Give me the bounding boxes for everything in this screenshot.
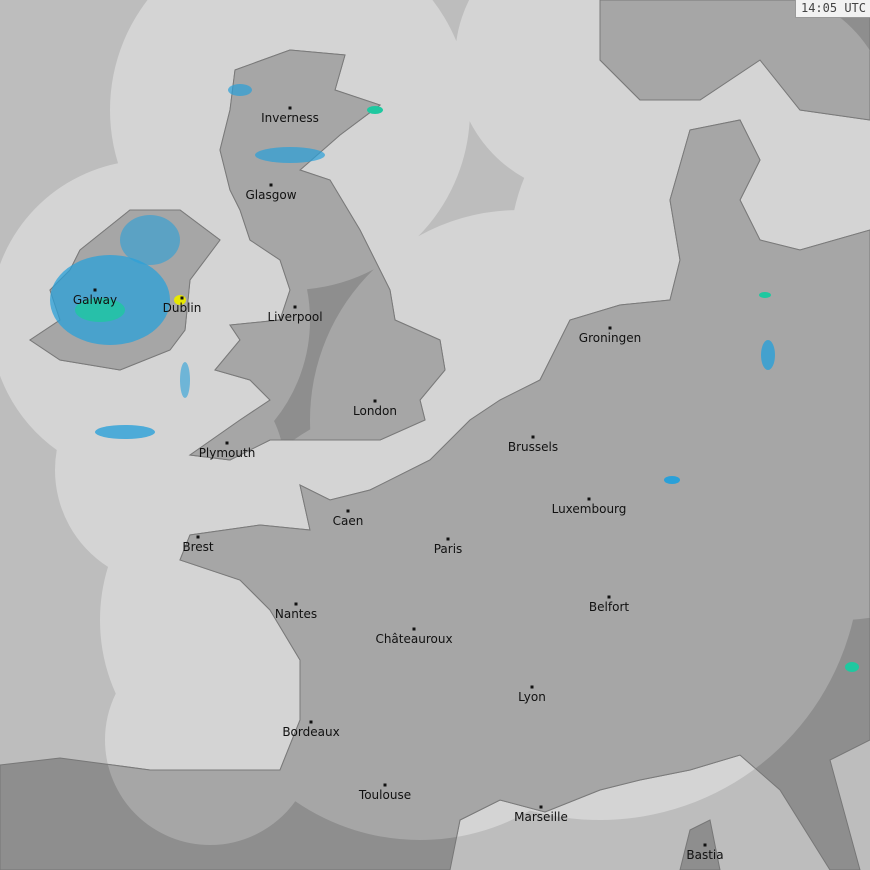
city-marker (539, 805, 543, 809)
city-label: Paris (433, 542, 463, 556)
city-marker (412, 627, 416, 631)
city-label: Plymouth (198, 446, 256, 460)
city-label: Bordeaux (282, 725, 340, 739)
city-marker (180, 296, 184, 300)
city-marker (607, 595, 611, 599)
city-label: Dublin (162, 301, 202, 315)
city-label: Luxembourg (551, 502, 627, 516)
city-marker (294, 602, 298, 606)
city-marker (530, 685, 534, 689)
city-marker (608, 326, 612, 330)
city-label: Brest (182, 540, 214, 554)
city-label: Châteauroux (375, 632, 453, 646)
city-marker (288, 106, 292, 110)
city-label: Liverpool (267, 310, 323, 324)
city-label: Caen (332, 514, 364, 528)
city-marker (383, 783, 387, 787)
city-label: Marseille (514, 810, 568, 824)
city-marker (93, 288, 97, 292)
city-marker (373, 399, 377, 403)
city-marker (531, 435, 535, 439)
city-marker (446, 537, 450, 541)
city-label: Brussels (507, 440, 559, 454)
city-marker (293, 305, 297, 309)
city-label: Groningen (578, 331, 642, 345)
city-marker (346, 509, 350, 513)
city-label: Inverness (261, 111, 319, 125)
city-label: Lyon (518, 690, 546, 704)
city-label: Glasgow (245, 188, 297, 202)
city-marker (309, 720, 313, 724)
city-label: Belfort (588, 600, 630, 614)
city-marker (225, 441, 229, 445)
city-label: Galway (72, 293, 118, 307)
city-label: Nantes (274, 607, 318, 621)
city-label: Toulouse (358, 788, 412, 802)
city-label: Bastia (686, 848, 724, 862)
rain-echoes (50, 84, 859, 672)
city-marker (703, 843, 707, 847)
timestamp: 14:05 UTC (794, 0, 870, 18)
city-marker (269, 183, 273, 187)
city-marker (196, 535, 200, 539)
city-label: London (353, 404, 397, 418)
city-marker (587, 497, 591, 501)
